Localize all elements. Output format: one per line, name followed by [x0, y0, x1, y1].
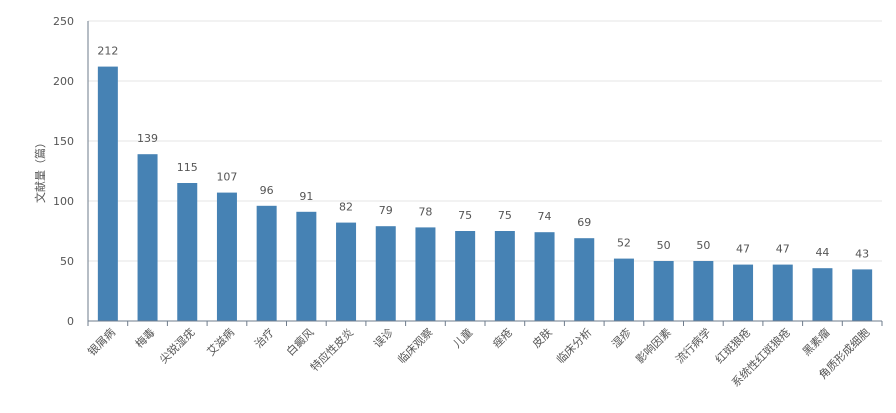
bar[interactable]	[574, 238, 595, 321]
bar[interactable]	[494, 231, 515, 321]
bar[interactable]	[534, 232, 555, 321]
y-tick-label: 100	[53, 195, 74, 208]
bar[interactable]	[256, 205, 277, 321]
x-tick-label: 儿童	[450, 325, 475, 350]
data-label: 96	[260, 184, 274, 197]
x-tick-label: 影响因素	[633, 326, 673, 366]
data-label: 139	[137, 132, 158, 145]
x-tick-label: 临床观察	[395, 325, 436, 366]
axes	[87, 21, 883, 326]
bar[interactable]	[812, 268, 833, 321]
data-label: 50	[696, 239, 710, 252]
data-label: 47	[776, 243, 790, 256]
y-tick-label: 150	[53, 135, 74, 148]
bar[interactable]	[693, 261, 714, 321]
data-label: 78	[418, 205, 432, 218]
bar[interactable]	[613, 258, 634, 321]
data-label: 79	[379, 204, 393, 217]
bar[interactable]	[733, 264, 754, 321]
data-label: 75	[498, 209, 512, 222]
data-label: 47	[736, 243, 750, 256]
y-tick-label: 250	[53, 15, 74, 28]
data-label: 69	[577, 216, 591, 229]
data-label: 212	[97, 45, 118, 58]
x-tick-label: 白癜风	[283, 325, 316, 358]
data-label: 91	[299, 190, 313, 203]
x-tick-label: 银屑病	[85, 325, 118, 358]
data-label: 107	[216, 171, 237, 184]
data-label: 43	[855, 247, 869, 260]
data-label: 82	[339, 201, 353, 214]
bars	[97, 66, 873, 321]
data-label: 74	[538, 210, 552, 223]
x-tick-label: 痤疮	[490, 325, 515, 350]
x-tick-label: 尖锐湿疣	[156, 325, 197, 366]
bar[interactable]	[296, 211, 317, 321]
bar[interactable]	[653, 261, 674, 321]
bar[interactable]	[455, 231, 476, 321]
x-tick-label: 流行病学	[672, 325, 713, 366]
data-labels: 212 139 115 107 96 91 82 79 78 75 75 74 69 52 50 50 47 47…	[97, 45, 869, 261]
x-tick-label: 皮肤	[529, 325, 554, 350]
data-label: 44	[815, 246, 829, 259]
bar[interactable]	[415, 227, 436, 321]
bar[interactable]	[216, 192, 237, 321]
x-tick-label: 艾滋病	[204, 325, 237, 358]
x-tick-label: 红斑狼疮	[712, 325, 753, 366]
bar[interactable]	[97, 66, 118, 321]
bar[interactable]	[177, 183, 198, 321]
grid-lines	[88, 20, 882, 262]
bar[interactable]	[375, 226, 396, 321]
bar[interactable]	[137, 154, 158, 321]
x-tick-label: 治疗	[251, 325, 276, 350]
y-tick-label: 0	[67, 315, 74, 328]
x-tick-label: 湿疹	[609, 325, 634, 350]
data-label: 50	[657, 239, 671, 252]
data-label: 75	[458, 209, 472, 222]
y-tick-label: 200	[53, 75, 74, 88]
x-tick-label: 梅毒	[132, 325, 157, 350]
x-tick-label: 特应性皮炎	[307, 325, 356, 374]
data-label: 115	[177, 161, 198, 174]
y-tick-labels: 0 50 100 150 200 250	[53, 15, 74, 328]
x-tick-label: 黑素瘤	[799, 325, 832, 358]
bar[interactable]	[772, 264, 793, 321]
y-axis-title: 文献量（篇）	[33, 137, 47, 203]
y-tick-label: 50	[60, 255, 74, 268]
bar[interactable]	[852, 269, 873, 321]
x-tick-label: 误诊	[370, 325, 395, 350]
bar[interactable]	[336, 222, 357, 321]
x-tick-label: 临床分析	[553, 325, 594, 366]
data-label: 52	[617, 237, 631, 250]
